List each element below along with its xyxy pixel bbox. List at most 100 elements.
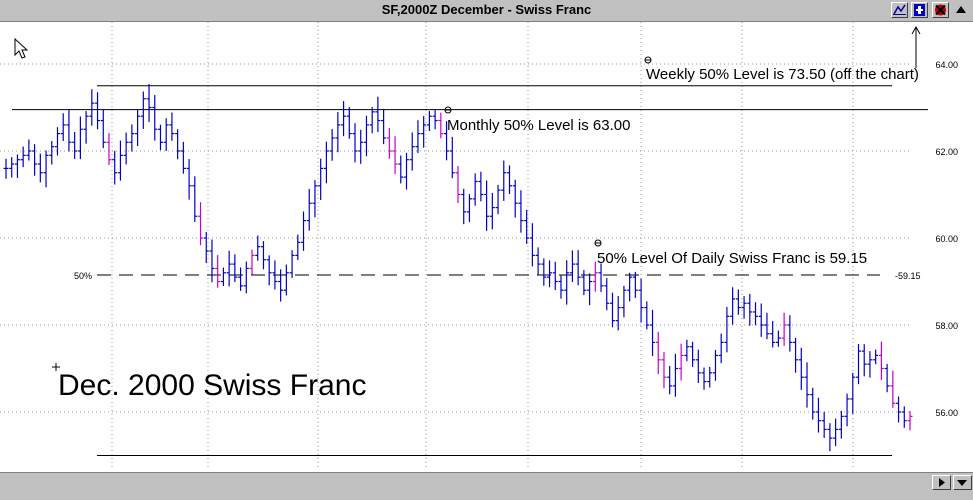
price-bar: [95, 92, 101, 130]
price-bar: [495, 184, 501, 215]
price-bar: [60, 113, 66, 142]
price-bar: [798, 347, 804, 390]
chart-canvas: 50%-59.15 Apr 2000May 2000Jun 2000Jul 20…: [0, 22, 958, 467]
y-tick-label: 62.00: [935, 147, 958, 157]
price-bar: [741, 296, 747, 319]
price-bar: [352, 123, 358, 163]
price-bar: [632, 271, 638, 298]
price-bar: [712, 349, 718, 381]
price-bar: [873, 349, 879, 365]
price-bar: [730, 287, 736, 325]
y-tick-label: 64.00: [935, 60, 958, 70]
price-bar: [615, 296, 621, 331]
fifty-percent-value-label: -59.15: [895, 271, 921, 281]
price-bar: [375, 96, 381, 133]
price-bar: [878, 341, 884, 380]
price-bar: [260, 241, 266, 270]
price-bar: [215, 255, 221, 288]
price-bar: [850, 372, 856, 414]
price-bar: [552, 261, 558, 291]
price-bar: [306, 188, 312, 231]
price-bar: [243, 261, 249, 294]
price-bar: [100, 109, 106, 149]
price-bar: [604, 278, 610, 311]
price-bar: [484, 180, 490, 231]
price-bar: [690, 341, 696, 367]
price-bar: [684, 339, 690, 362]
price-bar: [775, 330, 781, 347]
price-bar: [667, 365, 673, 395]
price-bar: [461, 188, 467, 225]
price-bar: [335, 111, 341, 153]
price-bar: [203, 231, 209, 264]
price-bar: [558, 275, 564, 299]
fifty-percent-label: 50%: [74, 271, 92, 281]
scroll-down-icon[interactable]: [953, 475, 972, 490]
close-icon[interactable]: [932, 2, 949, 18]
scroll-up-icon[interactable]: [953, 2, 970, 18]
price-bar: [77, 116, 83, 160]
price-bar: [592, 261, 598, 292]
price-bar: [180, 141, 186, 174]
chart-title: Dec. 2000 Swiss Franc: [58, 369, 366, 402]
price-bar: [209, 239, 215, 283]
price-bar: [678, 343, 684, 381]
price-bar: [815, 397, 821, 433]
price-bar: [318, 158, 324, 201]
status-strip: [0, 491, 973, 500]
price-bar: [524, 209, 530, 244]
price-bar: [198, 202, 204, 246]
scroll-left-icon[interactable]: [932, 475, 951, 490]
price-bar: [804, 362, 810, 408]
price-bar: [455, 165, 461, 204]
price-bar: [770, 321, 776, 348]
price-bar: [117, 140, 123, 181]
pin-icon[interactable]: [911, 2, 928, 18]
price-bar: [764, 312, 770, 340]
price-bar: [547, 260, 553, 288]
price-bar: [564, 260, 570, 305]
price-bar: [781, 312, 787, 346]
annotation-text: Monthly 50% Level is 63.00: [447, 117, 630, 134]
price-bar: [175, 129, 181, 160]
price-bar: [787, 315, 793, 352]
price-bar: [758, 303, 764, 337]
price-bar: [323, 141, 329, 184]
pointer-cursor-icon: [14, 37, 29, 59]
price-bar: [392, 136, 398, 174]
price-bar: [444, 121, 450, 161]
price-bar: [381, 108, 387, 145]
chart-type-icon[interactable]: [891, 2, 908, 18]
price-bar: [478, 171, 484, 202]
price-bar: [810, 387, 816, 420]
price-bar: [283, 264, 289, 296]
price-bar: [695, 349, 701, 383]
price-bar: [415, 120, 421, 153]
annotation-text: 50% Level Of Daily Swiss Franc is 59.15: [597, 250, 867, 267]
crosshair-marker-icon: [52, 363, 60, 371]
price-bar: [14, 154, 20, 178]
price-bar: [661, 352, 667, 389]
price-bar: [861, 344, 867, 377]
price-bar: [506, 165, 512, 194]
price-bar: [186, 159, 192, 200]
price-bar: [249, 249, 255, 275]
price-bar: [66, 109, 72, 152]
price-bar: [421, 116, 427, 148]
price-bar: [32, 144, 38, 176]
price-bar: [404, 152, 410, 190]
price-bar: [718, 333, 724, 364]
chart-area: 50%-59.15 Apr 2000May 2000Jun 2000Jul 20…: [0, 22, 973, 472]
y-tick-label: 56.00: [935, 408, 958, 418]
annotation-text: Weekly 50% Level is 73.50 (off the chart…: [646, 66, 919, 83]
price-bar: [43, 150, 49, 188]
price-bar: [112, 150, 118, 185]
price-bar: [512, 179, 518, 218]
price-bar: [89, 89, 95, 126]
price-bar: [238, 267, 244, 291]
price-bar: [735, 289, 741, 315]
price-bar: [220, 267, 226, 287]
price-bar: [169, 112, 175, 141]
price-bar: [129, 124, 135, 152]
horizontal-scrollbar[interactable]: [0, 472, 973, 492]
